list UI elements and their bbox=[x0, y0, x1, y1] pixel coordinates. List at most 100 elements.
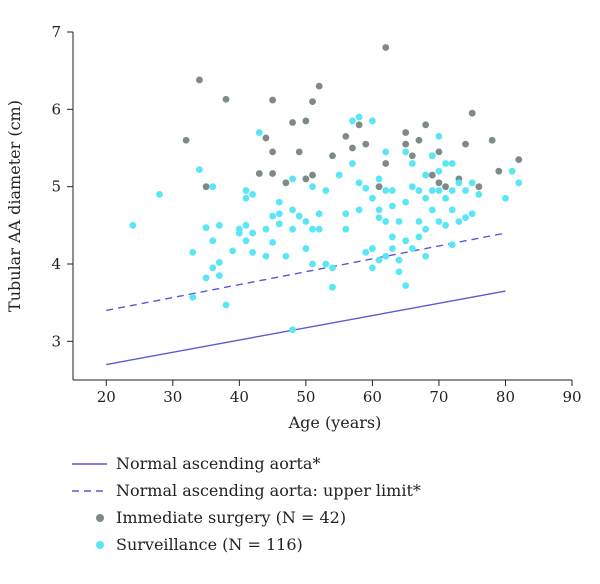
plot-area bbox=[106, 44, 523, 366]
legend-normal-aorta-label: Normal ascending aorta* bbox=[116, 454, 320, 473]
surveillance-point bbox=[342, 225, 350, 233]
surveillance-point bbox=[322, 187, 330, 194]
surveillance-point bbox=[382, 187, 390, 194]
surveillance-point bbox=[189, 249, 197, 256]
surgery-point bbox=[315, 82, 323, 90]
surveillance-point bbox=[215, 259, 223, 266]
surveillance-point bbox=[448, 206, 456, 214]
surveillance-point bbox=[402, 282, 410, 290]
surveillance-point bbox=[242, 237, 250, 245]
surgery-point bbox=[329, 152, 336, 160]
surveillance-point bbox=[415, 233, 423, 241]
surveillance-point bbox=[309, 260, 316, 268]
surveillance-point bbox=[375, 214, 383, 222]
surveillance-point bbox=[388, 233, 396, 241]
surveillance-point bbox=[388, 187, 396, 194]
surveillance-point bbox=[428, 152, 436, 160]
x-axis-title: Age (years) bbox=[288, 413, 382, 432]
surveillance-point bbox=[302, 218, 310, 225]
surgery-point bbox=[422, 121, 430, 129]
surgery-point bbox=[309, 171, 316, 179]
surveillance-point bbox=[289, 225, 296, 233]
surveillance-point bbox=[408, 160, 416, 167]
surgery-point bbox=[202, 183, 210, 191]
surgery-point bbox=[282, 179, 290, 187]
normal-aorta-line bbox=[106, 290, 506, 366]
surveillance-point bbox=[202, 224, 210, 232]
surveillance-point bbox=[302, 245, 310, 252]
surveillance-point bbox=[275, 198, 283, 206]
surveillance-point bbox=[369, 117, 376, 125]
surveillance-point bbox=[209, 264, 217, 272]
surgery-point bbox=[495, 167, 503, 175]
legend-upper-limit-label: Normal ascending aorta: upper limit* bbox=[116, 481, 421, 500]
surveillance-point bbox=[329, 264, 336, 272]
surveillance-point bbox=[335, 171, 343, 179]
y-tick-label: 4 bbox=[51, 255, 61, 273]
surveillance-point bbox=[289, 206, 296, 214]
legend-surveillance-marker bbox=[96, 541, 104, 549]
surgery-point bbox=[196, 76, 203, 84]
surveillance-point bbox=[402, 148, 410, 156]
legend-surveillance-label: Surveillance (N = 116) bbox=[116, 535, 303, 554]
surveillance-point bbox=[455, 218, 463, 225]
x-tick-label: 50 bbox=[296, 388, 315, 406]
upper-limit-line bbox=[106, 232, 506, 312]
surveillance-point bbox=[342, 210, 350, 218]
surgery-point bbox=[435, 148, 443, 156]
surveillance-point bbox=[395, 268, 403, 276]
surveillance-point bbox=[269, 238, 276, 246]
surveillance-point bbox=[448, 241, 456, 249]
surveillance-point bbox=[202, 274, 210, 282]
y-tick-label: 7 bbox=[51, 23, 61, 41]
surgery-point bbox=[269, 96, 276, 104]
surveillance-point bbox=[362, 184, 370, 192]
surveillance-point bbox=[349, 117, 356, 125]
surgery-point bbox=[382, 160, 390, 167]
surveillance-point bbox=[422, 225, 430, 233]
surveillance-point bbox=[408, 245, 416, 252]
surveillance-point bbox=[315, 210, 323, 218]
surgery-point bbox=[295, 148, 303, 156]
surgery-point bbox=[182, 136, 190, 144]
surveillance-point bbox=[262, 252, 270, 260]
surveillance-point bbox=[442, 194, 449, 202]
surveillance-point bbox=[249, 229, 257, 237]
surveillance-point bbox=[349, 160, 356, 167]
surveillance-point bbox=[242, 194, 250, 202]
surgery-point bbox=[462, 140, 469, 148]
surveillance-point bbox=[249, 191, 257, 198]
surveillance-point bbox=[275, 220, 283, 228]
surgery-point bbox=[269, 170, 276, 177]
surgery-point bbox=[302, 117, 310, 125]
axes: Age (years) Tubular AA diameter (cm) 20 3… bbox=[5, 23, 582, 432]
surveillance-point bbox=[415, 187, 423, 194]
surgery-point bbox=[289, 119, 296, 126]
surgery-point bbox=[375, 183, 383, 191]
x-tick-label: 90 bbox=[562, 388, 581, 406]
surveillance-point bbox=[468, 210, 476, 218]
surgery-point bbox=[475, 183, 483, 191]
surveillance-point bbox=[422, 252, 430, 260]
surveillance-point bbox=[435, 218, 443, 225]
surveillance-point bbox=[388, 202, 396, 210]
y-tick-label: 5 bbox=[51, 178, 61, 196]
surveillance-point bbox=[375, 206, 383, 214]
surveillance-point bbox=[382, 218, 390, 225]
y-axis-title: Tubular AA diameter (cm) bbox=[5, 100, 24, 312]
x-tick-label: 80 bbox=[496, 388, 515, 406]
surveillance-point bbox=[408, 183, 416, 191]
surgery-point bbox=[435, 179, 443, 187]
surgery-point bbox=[302, 175, 310, 183]
surgery-point bbox=[262, 134, 270, 142]
surveillance-point bbox=[355, 179, 363, 187]
legend: Normal ascending aorta* Normal ascending … bbox=[72, 454, 421, 554]
surgery-point bbox=[415, 136, 423, 144]
surveillance-point bbox=[269, 212, 276, 220]
surveillance-point bbox=[435, 133, 443, 140]
surveillance-point bbox=[448, 160, 456, 167]
surveillance-point bbox=[315, 225, 323, 233]
surveillance-point bbox=[442, 160, 449, 167]
surgery-point bbox=[255, 170, 263, 177]
